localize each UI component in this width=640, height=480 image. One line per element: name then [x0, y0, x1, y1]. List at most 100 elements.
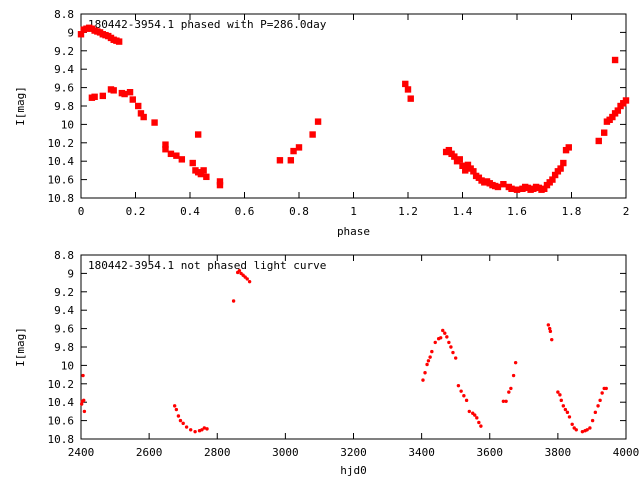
data-point	[509, 386, 513, 391]
data-point	[174, 407, 179, 412]
y-tick-label: 9.8	[54, 100, 74, 113]
data-point	[439, 336, 443, 340]
y-tick-label: 10.8	[48, 192, 75, 205]
x-tick-label: 3000	[272, 446, 299, 459]
data-point	[456, 383, 461, 388]
unphased-light-curve-chart: 2400 2600 2800 3000 3200 3400 3600 3800 4000 8.8 9…	[14, 249, 639, 477]
y-axis-label: I[mag]	[14, 86, 27, 126]
data-point	[441, 328, 445, 333]
data-point	[611, 56, 619, 64]
y-tick-label: 9.2	[54, 45, 74, 58]
chart-title: 180442-3954.1 not phased light curve	[88, 259, 326, 272]
x-tick-label: 3800	[545, 446, 572, 459]
data-point	[189, 159, 196, 167]
data-point	[588, 426, 592, 430]
data-point	[541, 185, 548, 192]
data-point	[445, 146, 453, 154]
data-point	[622, 97, 630, 104]
data-point	[247, 279, 252, 284]
data-point	[91, 93, 98, 100]
data-point	[609, 113, 616, 121]
data-point	[563, 407, 568, 412]
data-point	[504, 399, 508, 403]
x-tick-label: 3400	[408, 446, 435, 459]
data-point	[200, 167, 207, 174]
data-point	[565, 410, 570, 415]
data-point	[459, 389, 463, 393]
data-point	[443, 331, 447, 335]
data-point	[479, 424, 483, 428]
y-tick-label: 9.4	[54, 304, 74, 317]
x-tick-label: 3200	[340, 446, 367, 459]
data-point	[167, 150, 175, 158]
data-point	[407, 95, 414, 102]
data-point	[557, 165, 564, 172]
data-point	[309, 131, 316, 138]
data-point	[459, 162, 466, 169]
data-point	[447, 340, 451, 345]
data-point	[451, 153, 458, 160]
data-point	[423, 371, 427, 375]
data-point	[475, 416, 479, 420]
x-tick-label: 0.4	[180, 205, 200, 218]
data-point	[601, 129, 608, 136]
data-point	[79, 402, 84, 406]
x-tick-label: 2400	[68, 446, 95, 459]
data-point	[99, 92, 106, 100]
data-point	[430, 349, 434, 354]
data-point	[567, 415, 572, 419]
x-tick-label: 2	[623, 205, 630, 218]
data-point	[81, 373, 85, 378]
data-point	[404, 86, 412, 93]
data-point	[560, 159, 567, 167]
data-point	[548, 326, 552, 331]
data-point	[445, 335, 449, 339]
x-tick-label: 2600	[136, 446, 163, 459]
data-point	[176, 414, 181, 418]
data-point	[590, 418, 595, 423]
data-point	[421, 378, 425, 382]
data-point	[508, 185, 515, 192]
y-axis-label: I[mag]	[14, 327, 27, 367]
data-point	[600, 391, 604, 395]
data-point	[556, 390, 560, 394]
data-point	[604, 386, 608, 391]
y-tick-label: 9.6	[54, 323, 74, 336]
data-point	[181, 421, 185, 426]
y-tick-label: 9	[67, 26, 74, 39]
data-point	[593, 410, 598, 415]
data-point	[77, 31, 85, 38]
data-point	[402, 80, 409, 88]
data-point	[433, 340, 437, 345]
data-point	[596, 404, 600, 408]
data-point	[467, 409, 472, 414]
data-point	[546, 323, 551, 327]
x-tick-label: 0	[78, 205, 85, 218]
data-point	[585, 428, 589, 432]
data-point	[231, 299, 236, 303]
data-point	[290, 147, 297, 155]
data-point	[287, 157, 295, 164]
y-tick-label: 10.8	[48, 433, 75, 446]
data-point	[135, 102, 142, 110]
x-tick-label: 1	[350, 205, 357, 218]
data-point	[129, 96, 136, 103]
x-tick-label: 0.2	[126, 205, 146, 218]
x-tick-label: 1.4	[453, 205, 473, 218]
data-point	[140, 113, 147, 121]
y-tick-label: 10.2	[48, 378, 75, 391]
data-point	[559, 398, 563, 403]
data-point	[551, 171, 559, 179]
data-point	[162, 146, 169, 153]
data-point	[513, 186, 521, 193]
data-point	[494, 183, 502, 191]
data-point	[110, 87, 117, 94]
data-point	[203, 173, 210, 181]
data-point	[473, 413, 477, 417]
data-point	[550, 337, 554, 342]
y-tick-label: 10.6	[48, 174, 75, 187]
data-point	[82, 409, 87, 414]
y-tick-label: 8.8	[54, 8, 74, 21]
